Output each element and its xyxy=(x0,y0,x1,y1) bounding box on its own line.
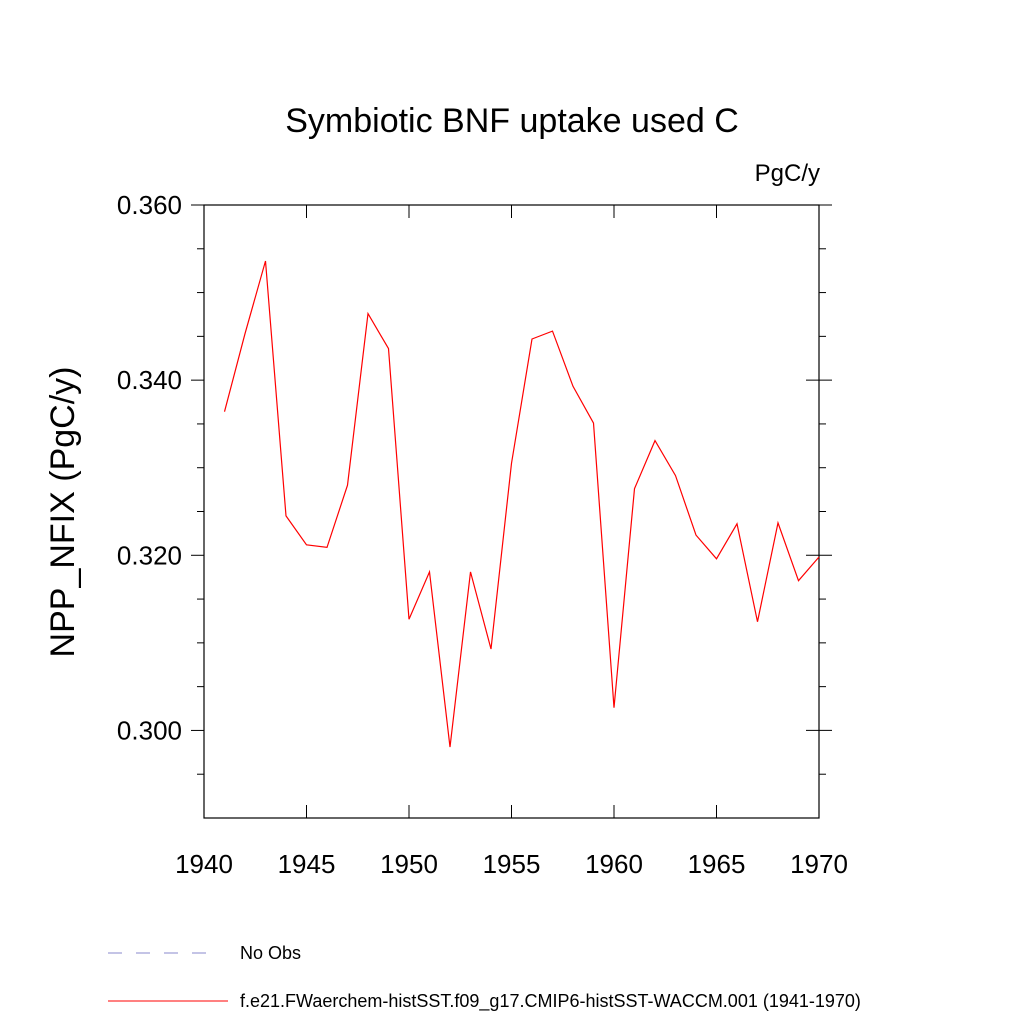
series-line xyxy=(223,260,820,748)
x-tick-label: 1965 xyxy=(688,849,746,879)
y-tick-label: 0.300 xyxy=(117,715,182,745)
legend: No Obs f.e21.FWaerchem-histSST.f09_g17.C… xyxy=(108,943,861,1012)
x-tick-label: 1955 xyxy=(483,849,541,879)
x-tick-label: 1950 xyxy=(380,849,438,879)
legend-label-model-run: f.e21.FWaerchem-histSST.f09_g17.CMIP6-hi… xyxy=(240,991,861,1012)
chart-title: Symbiotic BNF uptake used C xyxy=(285,102,739,140)
y-axis-label: NPP_NFIX (PgC/y) xyxy=(44,367,82,658)
x-tick-label: 1970 xyxy=(790,849,848,879)
x-tick-label: 1945 xyxy=(278,849,336,879)
y-tick-labels: 0.300 0.320 0.340 0.360 xyxy=(117,190,182,745)
y-tick-label: 0.340 xyxy=(117,365,182,395)
y-tick-label: 0.360 xyxy=(117,190,182,220)
x-tick-label: 1960 xyxy=(585,849,643,879)
major-ticks xyxy=(191,204,832,818)
series-layer xyxy=(223,260,820,748)
minor-ticks xyxy=(197,248,826,775)
legend-label-no-obs: No Obs xyxy=(240,943,301,963)
units-label: PgC/y xyxy=(755,160,820,187)
x-tick-labels: 1940 1945 1950 1955 1960 1965 1970 xyxy=(175,849,848,879)
x-tick-label: 1940 xyxy=(175,849,233,879)
y-tick-label: 0.320 xyxy=(117,540,182,570)
plot-frame xyxy=(203,204,820,819)
